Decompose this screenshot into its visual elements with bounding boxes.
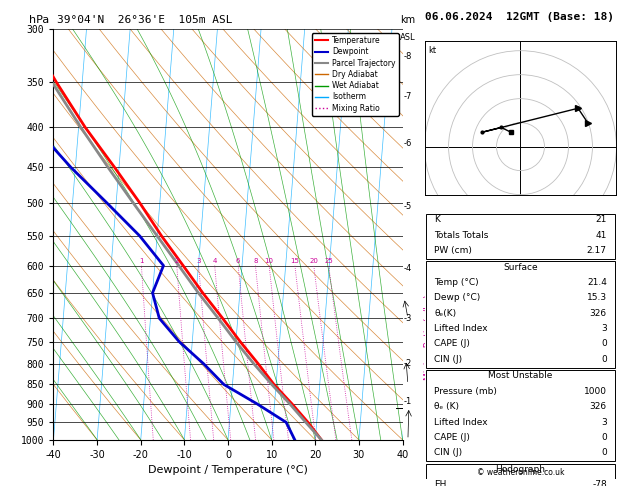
Text: 3: 3 bbox=[601, 417, 607, 427]
Text: Totals Totals: Totals Totals bbox=[434, 230, 489, 240]
Text: 6: 6 bbox=[236, 258, 240, 263]
Text: -3: -3 bbox=[404, 313, 412, 323]
Text: Surface: Surface bbox=[503, 262, 538, 272]
Text: 21: 21 bbox=[596, 215, 607, 224]
Text: Pressure (mb): Pressure (mb) bbox=[434, 387, 497, 396]
Text: 1: 1 bbox=[139, 258, 143, 263]
Text: Hodograph: Hodograph bbox=[496, 465, 545, 474]
Text: km: km bbox=[400, 15, 416, 25]
Text: -7: -7 bbox=[404, 91, 412, 101]
Text: -4: -4 bbox=[404, 264, 412, 274]
Text: -78: -78 bbox=[592, 480, 607, 486]
Text: 4: 4 bbox=[213, 258, 217, 263]
Text: Mixing Ratio (g/kg): Mixing Ratio (g/kg) bbox=[424, 295, 433, 380]
Text: 3: 3 bbox=[196, 258, 201, 263]
Text: CAPE (J): CAPE (J) bbox=[434, 433, 470, 442]
Text: PW (cm): PW (cm) bbox=[434, 246, 472, 255]
Text: 25: 25 bbox=[325, 258, 333, 263]
Text: 0: 0 bbox=[601, 448, 607, 457]
Text: Lifted Index: Lifted Index bbox=[434, 324, 488, 333]
Text: -1: -1 bbox=[404, 398, 412, 406]
Text: Most Unstable: Most Unstable bbox=[488, 371, 553, 381]
Text: θₑ (K): θₑ (K) bbox=[434, 402, 459, 411]
Text: 39°04'N  26°36'E  105m ASL: 39°04'N 26°36'E 105m ASL bbox=[57, 15, 233, 25]
Text: -6: -6 bbox=[404, 139, 412, 148]
Text: kt: kt bbox=[428, 46, 437, 55]
Legend: Temperature, Dewpoint, Parcel Trajectory, Dry Adiabat, Wet Adiabat, Isotherm, Mi: Temperature, Dewpoint, Parcel Trajectory… bbox=[311, 33, 399, 116]
Text: 326: 326 bbox=[590, 402, 607, 411]
Text: K: K bbox=[434, 215, 440, 224]
Text: ASL: ASL bbox=[400, 33, 416, 42]
Text: 15.3: 15.3 bbox=[587, 294, 607, 302]
Text: 0: 0 bbox=[601, 339, 607, 348]
Text: 21.4: 21.4 bbox=[587, 278, 607, 287]
Text: 1000: 1000 bbox=[584, 387, 607, 396]
Text: 0: 0 bbox=[601, 433, 607, 442]
Text: 15: 15 bbox=[291, 258, 299, 263]
Text: 41: 41 bbox=[596, 230, 607, 240]
Text: -8: -8 bbox=[404, 52, 412, 61]
Text: Lifted Index: Lifted Index bbox=[434, 417, 488, 427]
Text: CAPE (J): CAPE (J) bbox=[434, 339, 470, 348]
X-axis label: Dewpoint / Temperature (°C): Dewpoint / Temperature (°C) bbox=[148, 465, 308, 475]
Text: Temp (°C): Temp (°C) bbox=[434, 278, 479, 287]
Text: 8: 8 bbox=[253, 258, 258, 263]
Text: 2: 2 bbox=[175, 258, 179, 263]
Text: 10: 10 bbox=[265, 258, 274, 263]
Text: -5: -5 bbox=[404, 202, 412, 211]
Text: © weatheronline.co.uk: © weatheronline.co.uk bbox=[477, 469, 564, 477]
Text: θₑ(K): θₑ(K) bbox=[434, 309, 456, 318]
Text: 326: 326 bbox=[590, 309, 607, 318]
Text: -2: -2 bbox=[404, 359, 412, 368]
Text: EH: EH bbox=[434, 480, 447, 486]
Text: 0: 0 bbox=[601, 355, 607, 364]
Text: CIN (J): CIN (J) bbox=[434, 448, 462, 457]
Text: 3: 3 bbox=[601, 324, 607, 333]
Text: 20: 20 bbox=[309, 258, 318, 263]
Text: hPa: hPa bbox=[29, 15, 49, 25]
Text: CIN (J): CIN (J) bbox=[434, 355, 462, 364]
Text: 06.06.2024  12GMT (Base: 18): 06.06.2024 12GMT (Base: 18) bbox=[425, 12, 613, 22]
Text: Dewp (°C): Dewp (°C) bbox=[434, 294, 481, 302]
Text: 2.17: 2.17 bbox=[587, 246, 607, 255]
